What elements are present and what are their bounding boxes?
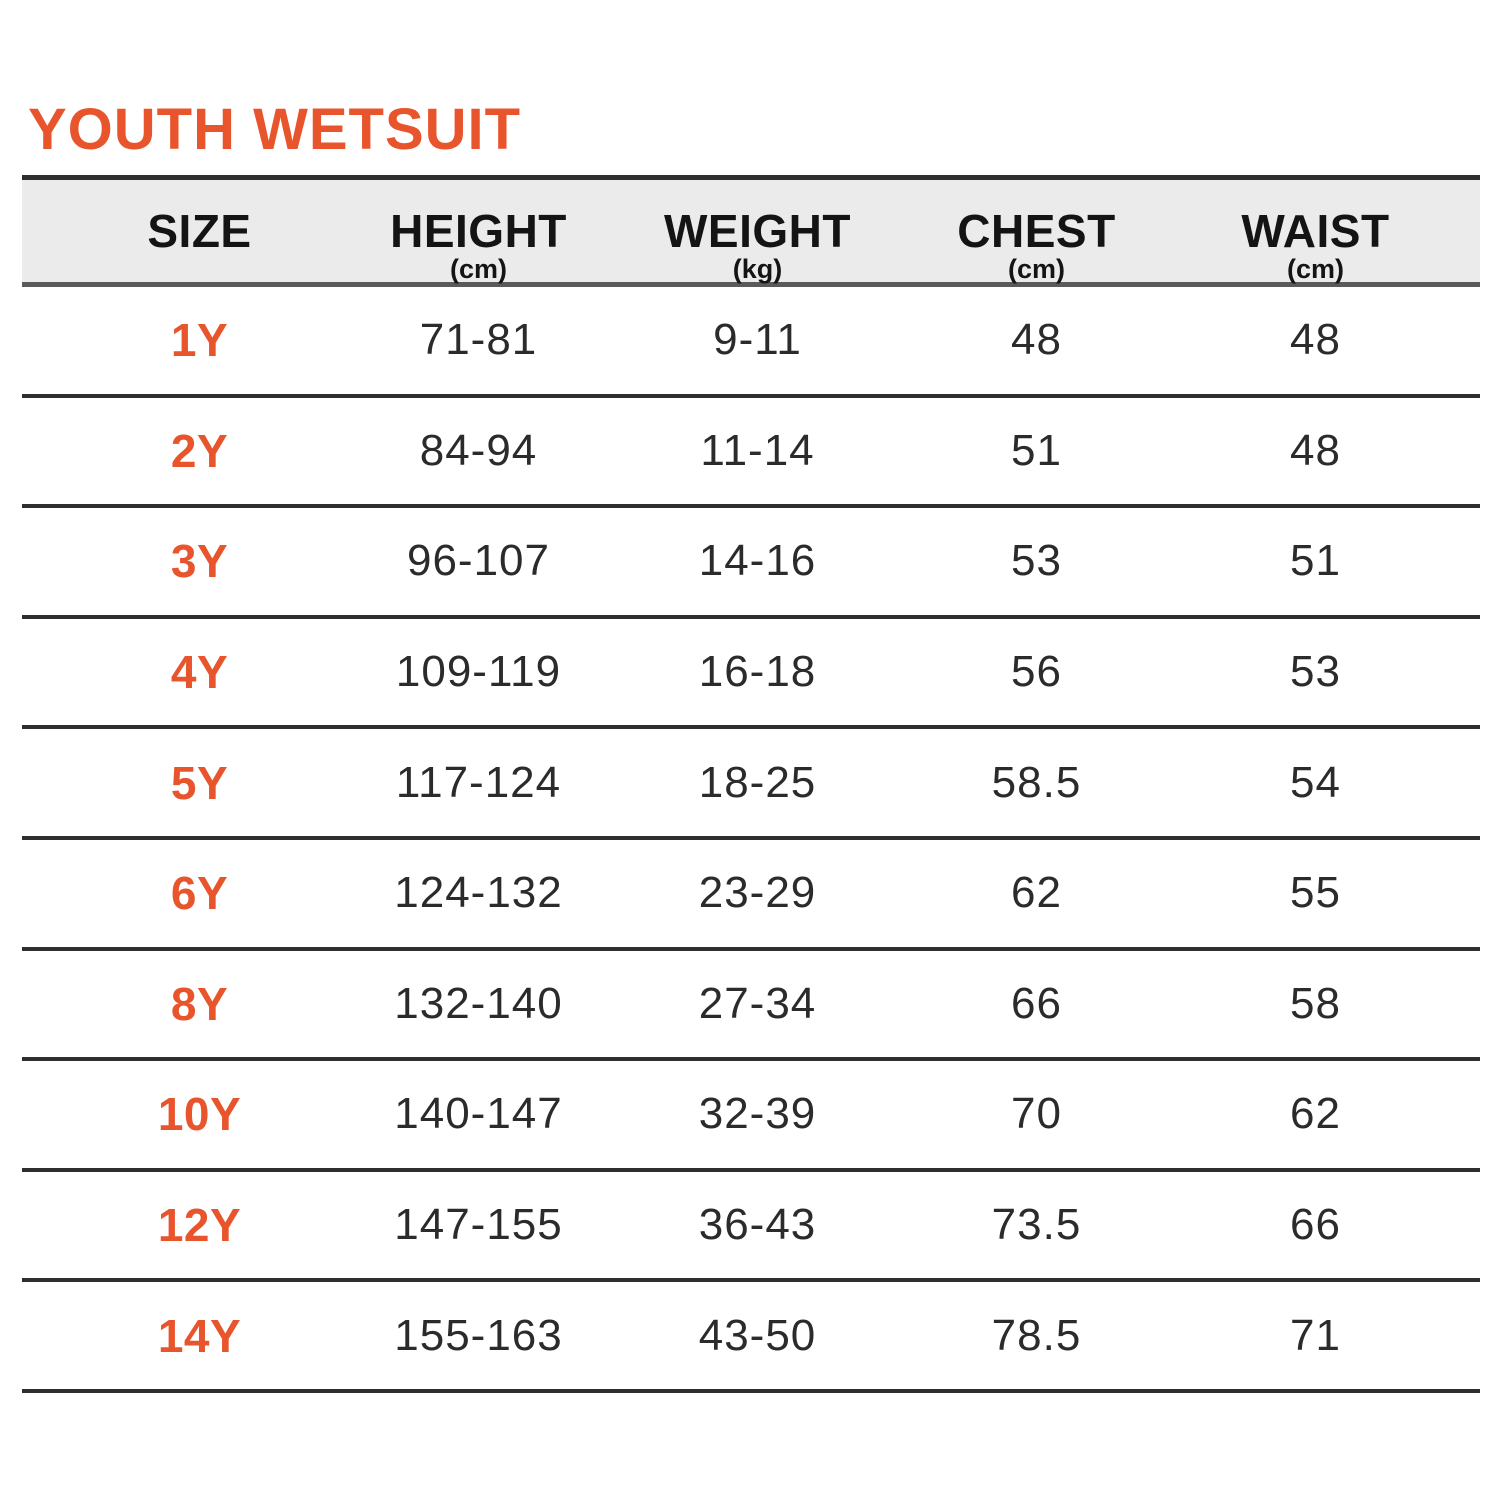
height-cell: 155-163 xyxy=(394,1310,563,1360)
size-cell: 6Y xyxy=(170,867,229,920)
waist-cell: 51 xyxy=(1290,536,1341,586)
chest-cell: 70 xyxy=(1011,1089,1062,1139)
chest-cell: 73.5 xyxy=(991,1200,1082,1250)
table-row: 4Y 109-119 16-18 56 53 xyxy=(22,619,1480,730)
column-header-size: SIZE xyxy=(60,180,339,284)
weight-cell: 27-34 xyxy=(698,978,817,1028)
size-cell: 3Y xyxy=(170,535,229,588)
height-cell: 147-155 xyxy=(394,1200,563,1250)
waist-cell: 62 xyxy=(1290,1089,1341,1139)
table-row: 10Y 140-147 32-39 70 62 xyxy=(22,1061,1480,1172)
weight-cell: 23-29 xyxy=(698,868,817,918)
column-header-unit: (cm) xyxy=(1286,254,1344,284)
size-cell: 5Y xyxy=(170,756,229,809)
column-header-waist: WAIST (cm) xyxy=(1176,180,1455,284)
height-cell: 132-140 xyxy=(394,978,563,1028)
weight-cell: 14-16 xyxy=(698,536,817,586)
column-header-unit: (cm) xyxy=(449,254,507,284)
table-row: 1Y 71-81 9-11 48 48 xyxy=(22,287,1480,398)
size-cell: 2Y xyxy=(170,424,229,477)
chest-cell: 62 xyxy=(1011,868,1062,918)
waist-cell: 71 xyxy=(1290,1310,1341,1360)
weight-cell: 18-25 xyxy=(698,757,817,807)
chest-cell: 78.5 xyxy=(991,1310,1082,1360)
column-header-label: HEIGHT xyxy=(390,205,567,257)
chest-cell: 53 xyxy=(1011,536,1062,586)
waist-cell: 48 xyxy=(1290,425,1341,475)
table-header-row: SIZE HEIGHT (cm) WEIGHT (kg) CHEST (cm) WAIST (c… xyxy=(22,175,1480,287)
column-header-chest: CHEST (cm) xyxy=(897,180,1176,284)
size-table: SIZE HEIGHT (cm) WEIGHT (kg) CHEST (cm) WAIST (c… xyxy=(22,175,1480,1393)
waist-cell: 54 xyxy=(1290,757,1341,807)
chest-cell: 58.5 xyxy=(991,757,1082,807)
weight-cell: 11-14 xyxy=(700,425,815,475)
weight-cell: 36-43 xyxy=(698,1200,817,1250)
table-row: 2Y 84-94 11-14 51 48 xyxy=(22,398,1480,509)
size-cell: 8Y xyxy=(170,977,229,1030)
chest-cell: 66 xyxy=(1011,978,1062,1028)
size-cell: 14Y xyxy=(157,1309,242,1362)
column-header-unit: (kg) xyxy=(732,254,783,284)
weight-cell: 9-11 xyxy=(713,315,802,365)
size-cell: 4Y xyxy=(170,646,229,699)
page-title: YOUTH WETSUIT xyxy=(28,97,522,162)
table-row: 3Y 96-107 14-16 53 51 xyxy=(22,508,1480,619)
column-header-label: SIZE xyxy=(147,205,252,257)
column-header-weight: WEIGHT (kg) xyxy=(618,180,897,284)
column-header-label: WEIGHT xyxy=(664,205,851,257)
size-cell: 10Y xyxy=(157,1088,242,1141)
height-cell: 124-132 xyxy=(394,868,563,918)
table-body: 1Y 71-81 9-11 48 48 2Y 84-94 11-14 51 48 3Y 96-107 1… xyxy=(22,287,1480,1393)
column-header-label: WAIST xyxy=(1241,205,1390,257)
chest-cell: 48 xyxy=(1011,315,1062,365)
chest-cell: 51 xyxy=(1011,425,1062,475)
table-row: 8Y 132-140 27-34 66 58 xyxy=(22,951,1480,1062)
waist-cell: 66 xyxy=(1290,1200,1341,1250)
waist-cell: 48 xyxy=(1290,315,1341,365)
size-cell: 12Y xyxy=(157,1199,242,1252)
height-cell: 109-119 xyxy=(395,647,562,697)
table-row: 14Y 155-163 43-50 78.5 71 xyxy=(22,1282,1480,1393)
column-header-height: HEIGHT (cm) xyxy=(339,180,618,284)
table-row: 6Y 124-132 23-29 62 55 xyxy=(22,840,1480,951)
height-cell: 84-94 xyxy=(419,425,538,475)
height-cell: 117-124 xyxy=(395,757,562,807)
height-cell: 96-107 xyxy=(406,536,550,586)
waist-cell: 58 xyxy=(1290,978,1341,1028)
chest-cell: 56 xyxy=(1011,647,1062,697)
column-header-unit: (cm) xyxy=(1007,254,1065,284)
weight-cell: 32-39 xyxy=(698,1089,817,1139)
waist-cell: 55 xyxy=(1290,868,1341,918)
column-header-label: CHEST xyxy=(957,205,1116,257)
weight-cell: 43-50 xyxy=(698,1310,817,1360)
table-row: 5Y 117-124 18-25 58.5 54 xyxy=(22,729,1480,840)
height-cell: 71-81 xyxy=(419,315,538,365)
size-cell: 1Y xyxy=(170,314,229,367)
waist-cell: 53 xyxy=(1290,647,1341,697)
table-row: 12Y 147-155 36-43 73.5 66 xyxy=(22,1172,1480,1283)
weight-cell: 16-18 xyxy=(698,647,817,697)
height-cell: 140-147 xyxy=(394,1089,563,1139)
